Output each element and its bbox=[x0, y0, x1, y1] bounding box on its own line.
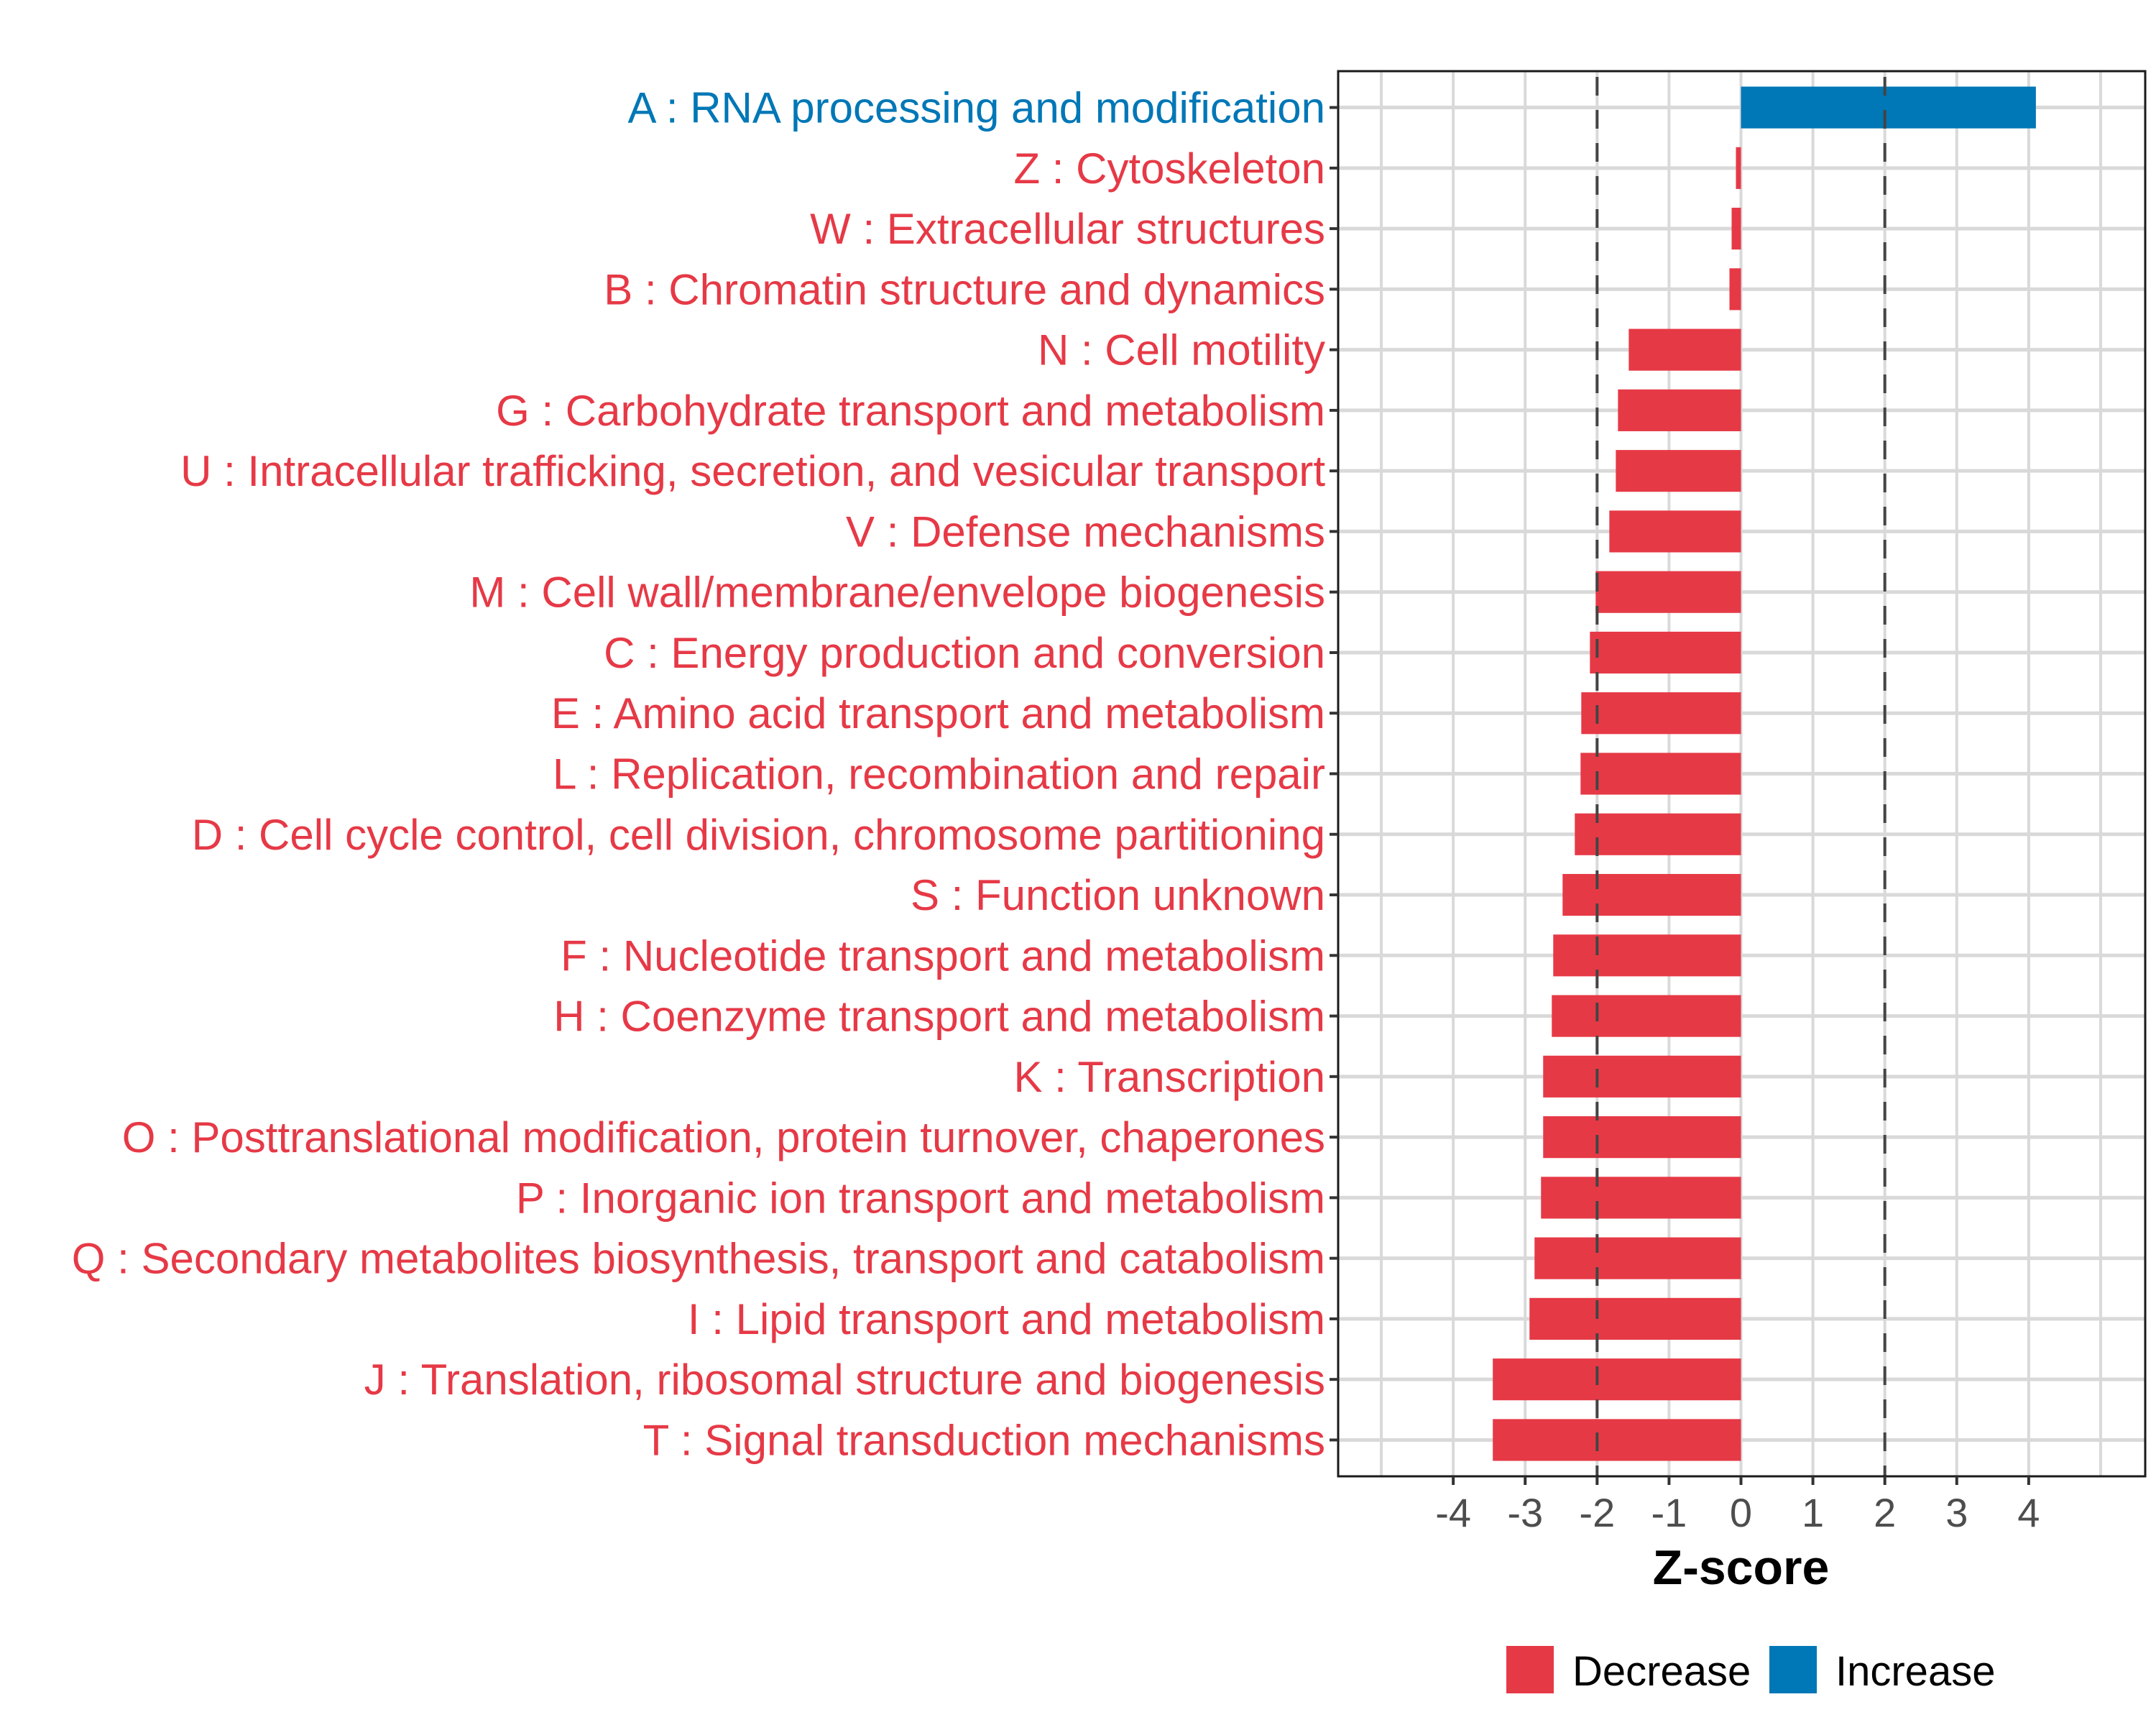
bar bbox=[1736, 147, 1741, 189]
y-tick-label: T : Signal transduction mechanisms bbox=[643, 1416, 1325, 1464]
y-tick-label: L : Replication, recombination and repai… bbox=[553, 750, 1325, 799]
x-tick-label: 0 bbox=[1730, 1490, 1752, 1535]
y-tick-label: D : Cell cycle control, cell division, c… bbox=[192, 811, 1325, 859]
y-tick-label: H : Coenzyme transport and metabolism bbox=[553, 993, 1325, 1041]
x-tick-label: 4 bbox=[2017, 1490, 2040, 1535]
bar bbox=[1575, 813, 1741, 855]
y-tick-label: A : RNA processing and modification bbox=[627, 84, 1325, 132]
x-tick-label: 2 bbox=[1874, 1490, 1896, 1535]
bar bbox=[1616, 450, 1741, 492]
y-tick-label: F : Nucleotide transport and metabolism bbox=[561, 932, 1325, 980]
bars bbox=[1493, 86, 2036, 1461]
y-tick-label: C : Energy production and conversion bbox=[604, 629, 1325, 677]
bar bbox=[1493, 1419, 1741, 1461]
y-tick-label: K : Transcription bbox=[1013, 1053, 1325, 1101]
bar bbox=[1731, 208, 1741, 250]
bar bbox=[1493, 1358, 1741, 1401]
bar bbox=[1581, 692, 1741, 735]
y-tick-label: P : Inorganic ion transport and metaboli… bbox=[516, 1174, 1325, 1222]
x-tick-label: -4 bbox=[1435, 1490, 1471, 1535]
x-tick-label: 1 bbox=[1802, 1490, 1824, 1535]
legend-label-increase: Increase bbox=[1835, 1648, 1995, 1695]
y-tick-label: E : Amino acid transport and metabolism bbox=[551, 689, 1325, 737]
x-axis-title: Z-score bbox=[1653, 1540, 1830, 1595]
legend: Decrease Increase bbox=[1506, 1646, 1995, 1695]
y-tick-label: M : Cell wall/membrane/envelope biogenes… bbox=[469, 569, 1325, 617]
bar bbox=[1529, 1297, 1741, 1340]
x-tick-label: -3 bbox=[1507, 1490, 1543, 1535]
y-tick-label: O : Posttranslational modification, prot… bbox=[122, 1113, 1325, 1162]
bar bbox=[1553, 934, 1741, 977]
x-tick-label: 3 bbox=[1945, 1490, 1968, 1535]
bar bbox=[1552, 995, 1741, 1037]
bar bbox=[1562, 873, 1741, 916]
legend-label-decrease: Decrease bbox=[1572, 1648, 1751, 1695]
bar bbox=[1541, 1177, 1741, 1219]
y-tick-label: G : Carbohydrate transport and metabolis… bbox=[496, 387, 1325, 435]
legend-swatch-increase bbox=[1769, 1646, 1817, 1693]
y-tick-label: J : Translation, ribosomal structure and… bbox=[364, 1356, 1325, 1404]
y-tick-label: Q : Secondary metabolites biosynthesis, … bbox=[72, 1235, 1325, 1283]
bar bbox=[1580, 753, 1741, 795]
reference-lines bbox=[1595, 77, 1886, 1476]
y-tick-label: W : Extracellular structures bbox=[810, 205, 1325, 253]
bar bbox=[1590, 631, 1741, 674]
y-axis-ticks: A : RNA processing and modification Z : C… bbox=[72, 84, 1338, 1464]
bar bbox=[1534, 1237, 1741, 1279]
bar bbox=[1543, 1116, 1741, 1159]
y-tick-label: N : Cell motility bbox=[1038, 326, 1325, 374]
bar bbox=[1628, 328, 1741, 371]
bar bbox=[1741, 86, 2036, 129]
bar bbox=[1609, 510, 1741, 553]
x-tick-label: -2 bbox=[1579, 1490, 1615, 1535]
x-tick-label: -1 bbox=[1651, 1490, 1687, 1535]
y-tick-label: U : Intracellular trafficking, secretion… bbox=[180, 447, 1325, 495]
bar bbox=[1595, 571, 1741, 613]
grid-lines bbox=[1338, 71, 2145, 1476]
y-tick-label: I : Lipid transport and metabolism bbox=[688, 1295, 1325, 1343]
y-tick-label: S : Function unknown bbox=[911, 871, 1325, 919]
bar bbox=[1618, 389, 1741, 431]
y-tick-label: B : Chromatin structure and dynamics bbox=[604, 265, 1325, 313]
legend-swatch-decrease bbox=[1506, 1646, 1554, 1693]
y-tick-label: Z : Cytoskeleton bbox=[1013, 144, 1325, 193]
x-axis-ticks: -4 -3 -2 -1 0 1 2 3 4 bbox=[1435, 1476, 2040, 1535]
y-tick-label: V : Defense mechanisms bbox=[846, 507, 1325, 556]
bar bbox=[1729, 268, 1741, 310]
bar bbox=[1543, 1055, 1741, 1098]
